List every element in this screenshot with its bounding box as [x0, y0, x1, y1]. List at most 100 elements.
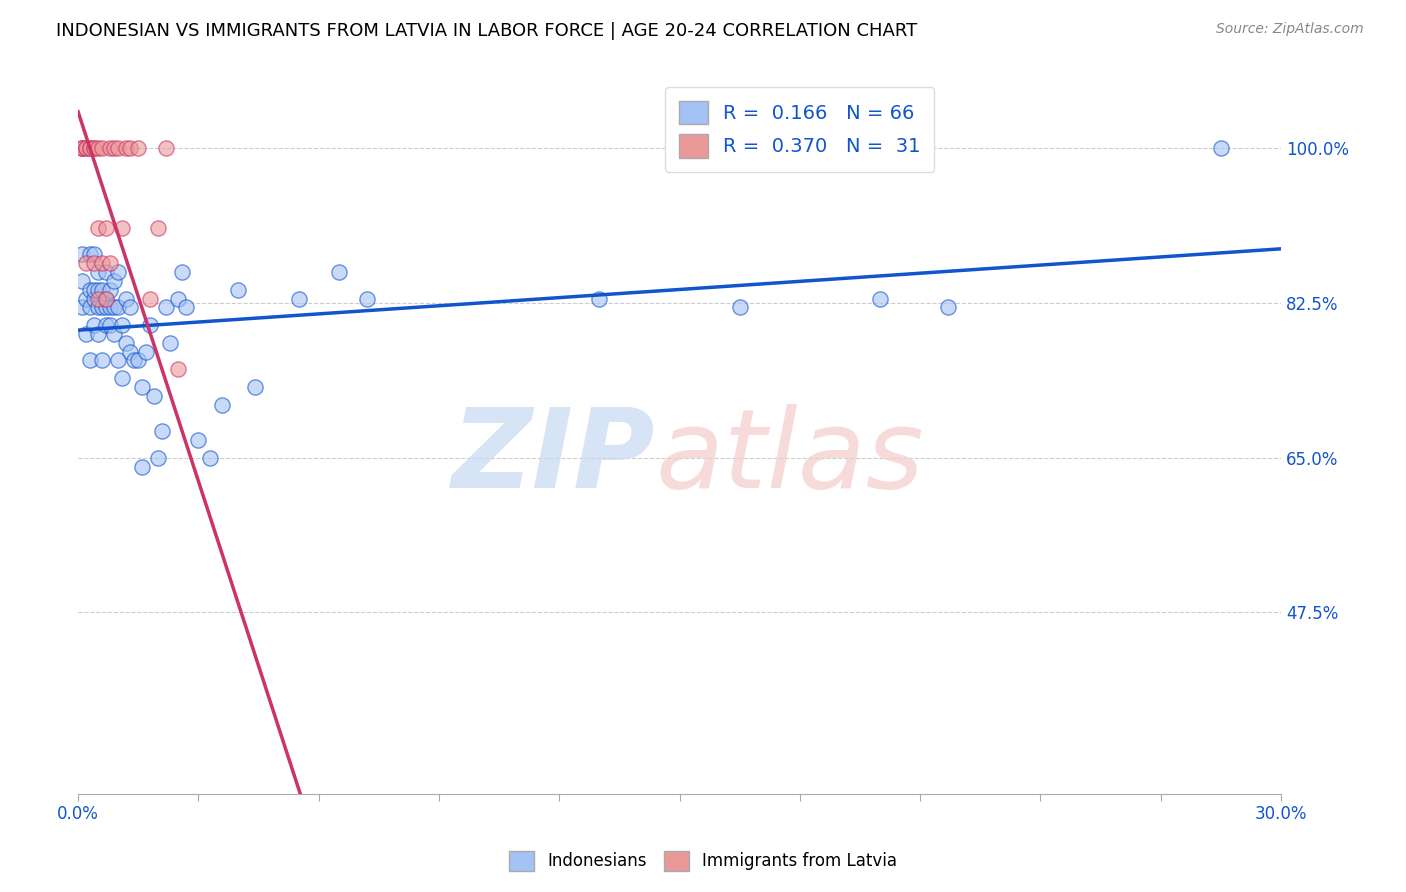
Point: [103, 326, 125, 341]
Point: [1209, 141, 1232, 155]
Point: [120, 301, 142, 315]
Point: [172, 265, 194, 279]
Point: [83, 283, 105, 297]
Point: [120, 141, 142, 155]
Point: [869, 292, 891, 306]
Point: [127, 141, 149, 155]
Point: [200, 450, 222, 465]
Point: [96, 292, 118, 306]
Point: [87, 301, 110, 315]
Point: [91, 256, 114, 270]
Point: [148, 450, 170, 465]
Point: [96, 220, 118, 235]
Point: [187, 433, 209, 447]
Point: [91, 283, 114, 297]
Point: [75, 292, 97, 306]
Point: [91, 353, 114, 368]
Point: [107, 353, 129, 368]
Point: [70, 141, 93, 155]
Point: [107, 141, 129, 155]
Point: [75, 141, 97, 155]
Point: [107, 301, 129, 315]
Point: [155, 141, 177, 155]
Point: [122, 353, 145, 368]
Text: Source: ZipAtlas.com: Source: ZipAtlas.com: [1216, 22, 1364, 37]
Point: [588, 292, 610, 306]
Point: [87, 265, 110, 279]
Point: [103, 141, 125, 155]
Point: [70, 141, 93, 155]
Point: [287, 292, 309, 306]
Point: [103, 274, 125, 288]
Point: [75, 326, 97, 341]
Point: [96, 301, 118, 315]
Point: [91, 301, 114, 315]
Point: [87, 326, 110, 341]
Point: [96, 318, 118, 332]
Point: [111, 220, 134, 235]
Point: [155, 301, 177, 315]
Point: [98, 141, 121, 155]
Point: [79, 301, 101, 315]
Point: [167, 362, 190, 376]
Point: [70, 301, 93, 315]
Point: [131, 380, 153, 394]
Point: [120, 344, 142, 359]
Point: [87, 220, 110, 235]
Point: [139, 318, 162, 332]
Point: [243, 380, 266, 394]
Point: [356, 292, 378, 306]
Point: [87, 141, 110, 155]
Point: [148, 220, 170, 235]
Point: [79, 353, 101, 368]
Point: [127, 353, 149, 368]
Point: [98, 256, 121, 270]
Point: [75, 256, 97, 270]
Point: [75, 141, 97, 155]
Point: [83, 256, 105, 270]
Point: [135, 344, 157, 359]
Point: [150, 424, 173, 438]
Point: [228, 283, 250, 297]
Point: [83, 247, 105, 261]
Point: [139, 292, 162, 306]
Point: [79, 141, 101, 155]
Point: [87, 292, 110, 306]
Point: [115, 141, 138, 155]
Point: [115, 335, 138, 350]
Legend: R =  0.166   N = 66, R =  0.370   N =  31: R = 0.166 N = 66, R = 0.370 N = 31: [665, 87, 935, 171]
Point: [111, 318, 134, 332]
Point: [98, 318, 121, 332]
Point: [107, 265, 129, 279]
Point: [98, 283, 121, 297]
Point: [83, 141, 105, 155]
Text: INDONESIAN VS IMMIGRANTS FROM LATVIA IN LABOR FORCE | AGE 20-24 CORRELATION CHAR: INDONESIAN VS IMMIGRANTS FROM LATVIA IN …: [56, 22, 918, 40]
Point: [728, 301, 751, 315]
Point: [79, 141, 101, 155]
Point: [83, 141, 105, 155]
Point: [111, 371, 134, 385]
Point: [96, 292, 118, 306]
Point: [70, 274, 93, 288]
Text: atlas: atlas: [655, 403, 924, 510]
Point: [79, 247, 101, 261]
Point: [96, 265, 118, 279]
Text: ZIP: ZIP: [451, 403, 655, 510]
Point: [70, 247, 93, 261]
Point: [131, 459, 153, 474]
Legend: Indonesians, Immigrants from Latvia: Indonesians, Immigrants from Latvia: [501, 842, 905, 880]
Point: [115, 292, 138, 306]
Point: [70, 141, 93, 155]
Point: [211, 398, 233, 412]
Point: [98, 301, 121, 315]
Point: [83, 318, 105, 332]
Point: [328, 265, 350, 279]
Point: [143, 389, 166, 403]
Point: [87, 283, 110, 297]
Point: [936, 301, 959, 315]
Point: [79, 283, 101, 297]
Point: [167, 292, 190, 306]
Point: [103, 301, 125, 315]
Point: [83, 292, 105, 306]
Point: [159, 335, 181, 350]
